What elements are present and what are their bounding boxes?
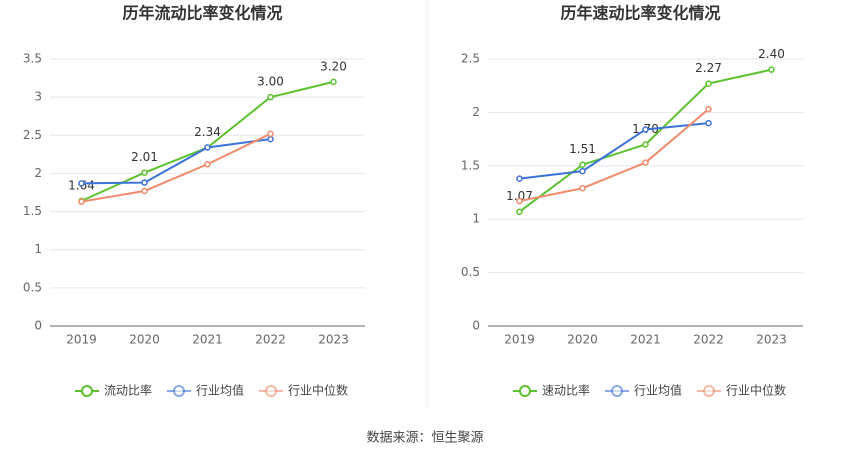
series-line: [519, 122, 709, 180]
data-point: [516, 208, 523, 215]
data-point: [267, 130, 274, 138]
chart-title: 历年速动比率变化情况: [560, 4, 720, 23]
x-tick-label: 2021: [630, 333, 661, 347]
data-point: [267, 135, 274, 143]
data-point: [516, 197, 523, 205]
data-point: [705, 119, 712, 127]
x-tick-label: 2022: [693, 333, 724, 347]
source-note: 数据来源：恒生聚源: [366, 431, 483, 446]
y-tick-label: 0.5: [461, 265, 480, 279]
x-tick-label: 2023: [318, 333, 349, 347]
x-tick-label: 2020: [129, 333, 160, 347]
legend-marker[interactable]: [173, 385, 185, 397]
x-tick-label: 2020: [567, 333, 598, 347]
data-point: [204, 161, 211, 168]
data-point: [267, 93, 274, 101]
legend-marker[interactable]: [703, 385, 715, 397]
y-tick-label: 1: [472, 212, 480, 226]
data-label: 1.51: [569, 142, 596, 156]
legend-label[interactable]: 行业中位数: [288, 383, 348, 398]
y-tick-label: 0: [34, 319, 42, 333]
x-tick-label: 2019: [504, 333, 535, 347]
y-tick-label: 3: [34, 90, 42, 104]
legend-marker[interactable]: [81, 385, 93, 397]
chart-title: 历年流动比率变化情况: [122, 4, 282, 23]
legend-marker[interactable]: [519, 385, 531, 397]
series-line: [81, 138, 271, 185]
legend-marker[interactable]: [265, 385, 277, 397]
y-tick-label: 2: [472, 105, 480, 119]
data-label: 2.01: [131, 150, 158, 164]
data-point: [141, 169, 148, 176]
y-tick-label: 1: [34, 242, 42, 256]
data-label: 2.27: [695, 61, 722, 75]
series-line: [519, 108, 710, 203]
legend-label[interactable]: 流动比率: [104, 383, 152, 398]
data-point: [705, 80, 712, 87]
data-point: [141, 187, 148, 195]
data-point: [78, 198, 85, 205]
data-point: [768, 66, 775, 73]
legend-marker[interactable]: [611, 385, 623, 397]
legend-label[interactable]: 行业中位数: [726, 383, 786, 398]
x-tick-label: 2022: [255, 333, 286, 347]
data-label: 3.20: [320, 59, 347, 73]
data-point: [642, 141, 649, 148]
series-line: [518, 68, 772, 213]
y-tick-label: 1.5: [461, 158, 480, 172]
legend-label[interactable]: 行业均值: [634, 383, 682, 398]
data-point: [642, 126, 649, 133]
data-point: [78, 180, 85, 187]
data-point: [642, 159, 649, 166]
legend-label[interactable]: 速动比率: [542, 383, 590, 398]
data-point: [204, 144, 211, 151]
y-tick-label: 2: [34, 166, 42, 180]
y-tick-label: 3.5: [23, 52, 42, 66]
y-tick-label: 1.5: [23, 204, 42, 218]
data-label: 3.00: [257, 75, 284, 89]
data-point: [579, 167, 586, 175]
data-point: [516, 175, 523, 182]
series-line: [81, 132, 271, 203]
legend-label[interactable]: 行业均值: [196, 383, 244, 398]
data-point: [141, 179, 148, 186]
x-tick-label: 2019: [66, 333, 97, 347]
data-point: [330, 78, 337, 86]
data-label: 2.40: [758, 47, 785, 61]
data-point: [579, 184, 586, 192]
data-label: 2.34: [194, 125, 221, 139]
y-tick-label: 2.5: [461, 52, 480, 66]
x-tick-label: 2021: [192, 333, 223, 347]
y-tick-label: 2.5: [23, 128, 42, 142]
data-point: [579, 161, 586, 168]
x-tick-label: 2023: [756, 333, 787, 347]
y-tick-label: 0.5: [23, 280, 42, 294]
data-point: [705, 105, 712, 113]
y-tick-label: 0: [472, 319, 480, 333]
